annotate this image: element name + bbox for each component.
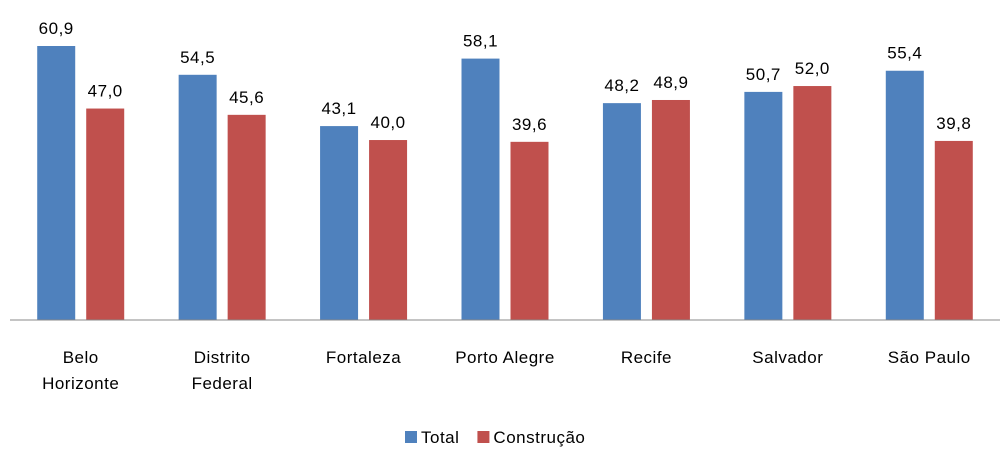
x-tick-label: Distrito Federal bbox=[191, 348, 253, 393]
bar bbox=[86, 108, 125, 320]
bar bbox=[651, 99, 690, 321]
bar bbox=[510, 141, 549, 320]
value-label: 39,8 bbox=[936, 114, 971, 133]
bar bbox=[885, 70, 924, 320]
value-label: 55,4 bbox=[887, 44, 922, 63]
bar bbox=[793, 86, 832, 320]
bar bbox=[461, 58, 500, 320]
value-label: 47,0 bbox=[88, 82, 123, 101]
value-label: 54,5 bbox=[180, 48, 215, 67]
legend-swatch bbox=[477, 431, 490, 443]
value-label: 39,6 bbox=[512, 115, 547, 134]
bar bbox=[744, 91, 783, 320]
x-tick-label: Fortaleza bbox=[325, 348, 402, 367]
legend-swatch bbox=[405, 431, 417, 443]
bar bbox=[602, 103, 641, 320]
bar bbox=[37, 46, 76, 320]
x-tick-label: Salvador bbox=[752, 348, 824, 367]
legend-label: Total bbox=[421, 428, 459, 447]
value-label: 45,6 bbox=[229, 88, 264, 107]
x-tick-label: São Paulo bbox=[887, 348, 971, 367]
bar bbox=[934, 140, 973, 320]
bar bbox=[227, 114, 266, 321]
value-label: 40,0 bbox=[371, 113, 406, 132]
value-label: 48,2 bbox=[604, 76, 639, 95]
legend-label: Construção bbox=[493, 428, 585, 447]
value-label: 52,0 bbox=[795, 59, 830, 78]
value-label: 43,1 bbox=[322, 99, 357, 118]
bar bbox=[178, 74, 217, 321]
value-label: 58,1 bbox=[463, 32, 498, 51]
x-tick-label: Recife bbox=[620, 348, 673, 367]
x-tick-label: Porto Alegre bbox=[455, 348, 555, 367]
value-label: 50,7 bbox=[746, 65, 781, 84]
bar bbox=[320, 126, 359, 320]
value-label: 60,9 bbox=[39, 19, 74, 38]
value-label: 48,9 bbox=[653, 73, 688, 92]
bar bbox=[369, 140, 408, 320]
x-tick-label: Belo Horizonte bbox=[42, 348, 120, 393]
